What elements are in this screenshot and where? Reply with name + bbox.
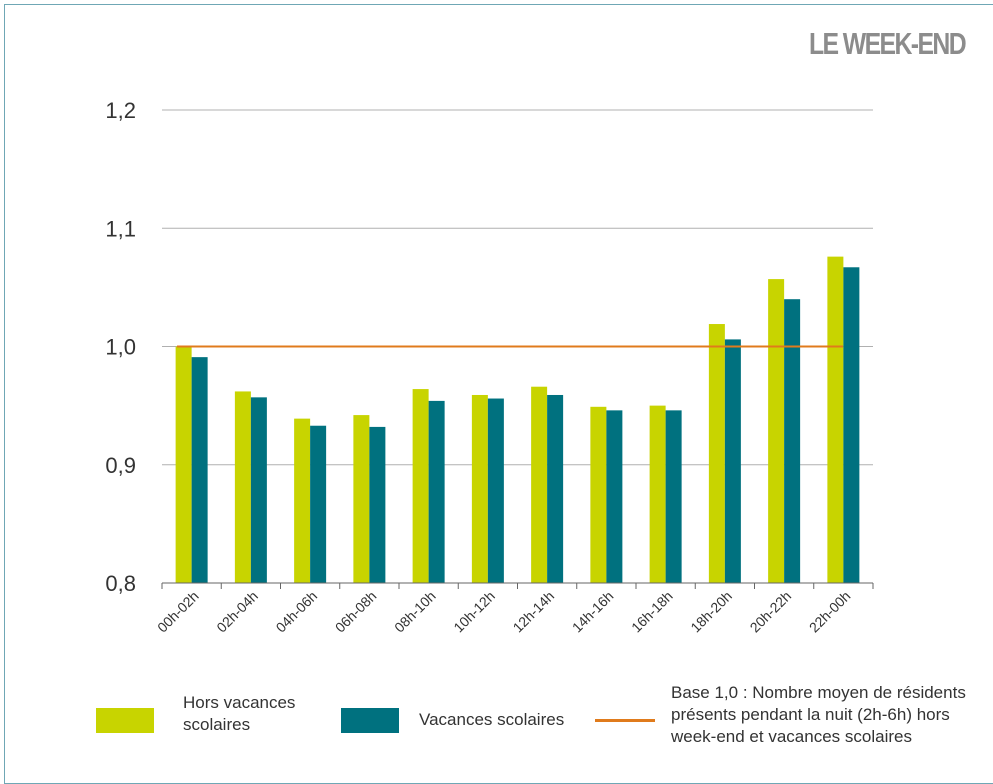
grid-layer: [162, 109, 873, 466]
legend-label-baseline: Base 1,0 : Nombre moyen de résidents pré…: [671, 683, 966, 746]
legend-label-hors: Hors vacances scolaires: [183, 693, 296, 734]
legend-label-vacances: Vacances scolaires: [419, 710, 565, 729]
bar-hors: [294, 418, 311, 583]
bar-vacances: [250, 397, 267, 583]
bar-hors: [708, 324, 725, 583]
y-tick-label: 1,1: [105, 216, 136, 241]
bar-vacances: [428, 400, 445, 583]
bar-hors: [175, 346, 192, 583]
bar-vacances: [724, 339, 741, 583]
bar-hors: [234, 391, 251, 583]
y-tick-label: 0,9: [105, 453, 136, 478]
bar-hors: [412, 389, 429, 583]
bar-vacances: [487, 398, 504, 583]
x-tick-label: 20h-22h: [747, 588, 795, 636]
x-tick-label: 10h-12h: [450, 588, 498, 636]
bar-hors: [353, 415, 370, 583]
bar-vacances: [665, 410, 682, 583]
x-tick-label: 22h-00h: [806, 588, 854, 636]
bar-hors: [471, 394, 488, 583]
y-tick-label: 0,8: [105, 571, 136, 596]
bar-hors: [531, 386, 548, 583]
bar-hors: [768, 279, 785, 583]
bar-vacances: [547, 394, 564, 583]
bar-hors: [827, 256, 844, 583]
bar-hors: [590, 406, 607, 583]
bar-hors: [649, 405, 666, 583]
x-tick-label: 12h-14h: [510, 588, 558, 636]
x-tick-label: 00h-02h: [154, 588, 202, 636]
x-tick-label: 04h-06h: [273, 588, 321, 636]
corner-title: LE WEEK-END: [809, 26, 967, 61]
y-tick-label: 1,0: [105, 335, 136, 360]
x-tick-label: 06h-08h: [332, 588, 380, 636]
x-tick-label: 14h-16h: [569, 588, 617, 636]
bar-vacances: [606, 410, 623, 583]
legend-line-baseline: [595, 719, 655, 722]
legend-swatch-hors: [96, 708, 154, 733]
bar-chart: 0,8 0,9 1,0 1,1 1,2 00h-02h 02h-04h 04h-06h 06h-…: [105, 98, 874, 636]
legend-swatch-vacances: [341, 708, 399, 733]
bar-vacances: [191, 357, 208, 583]
bar-vacances: [369, 426, 386, 583]
bars-layer: [175, 256, 860, 583]
bar-vacances: [843, 267, 860, 583]
bar-vacances: [784, 299, 801, 583]
x-tick-label: 08h-10h: [391, 588, 439, 636]
bar-vacances: [310, 425, 327, 583]
x-tick-label: 18h-20h: [687, 588, 735, 636]
y-tick-label: 1,2: [105, 98, 136, 123]
x-tick-label: 16h-18h: [628, 588, 676, 636]
x-tick-label: 02h-04h: [213, 588, 261, 636]
